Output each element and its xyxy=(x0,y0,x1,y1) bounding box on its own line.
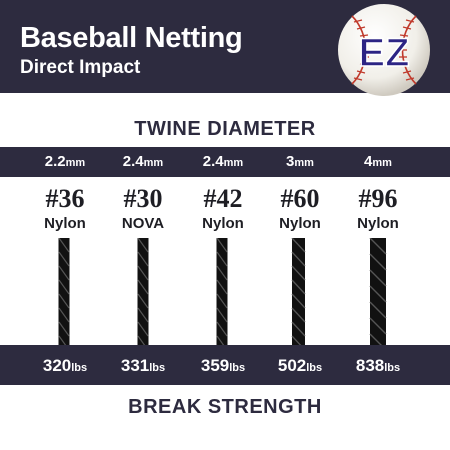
page-title: Baseball Netting xyxy=(20,22,243,54)
diameter-value: 4mm xyxy=(364,153,392,170)
twine-number: #60 xyxy=(280,184,320,213)
break-strength-value: 359lbs xyxy=(200,356,246,375)
diameter-value: 3mm xyxy=(286,153,314,170)
twine-strand xyxy=(58,238,70,345)
break-strength-value: 502lbs xyxy=(277,356,323,375)
twine-number: #96 xyxy=(358,184,398,213)
logo-text: EZ xyxy=(358,31,409,75)
diameter-value: 2.4mm xyxy=(122,153,164,170)
twine-material: Nylon xyxy=(279,215,321,232)
twine-strand xyxy=(369,238,387,345)
break-strength-label: BREAK STRENGTH xyxy=(128,396,322,418)
twine-diameter-label: TWINE DIAMETER xyxy=(134,118,316,140)
twine-material: Nylon xyxy=(44,215,86,232)
twine-material: Nylon xyxy=(202,215,244,232)
twine-number: #30 xyxy=(123,184,163,213)
twine-number: #36 xyxy=(45,184,85,213)
twine-strand xyxy=(137,238,149,345)
page-subtitle: Direct Impact xyxy=(20,57,141,78)
strength-band xyxy=(0,345,450,385)
diameter-value: 2.2mm xyxy=(44,153,86,170)
twine-strand xyxy=(216,238,228,345)
twine-material: NOVA xyxy=(121,215,165,232)
break-strength-value: 838lbs xyxy=(355,356,401,375)
diameter-value: 2.4mm xyxy=(202,153,244,170)
diameter-band xyxy=(0,147,450,177)
break-strength-value: 331lbs xyxy=(120,356,166,375)
break-strength-value: 320lbs xyxy=(42,356,88,375)
baseball-logo-icon: EZ xyxy=(338,4,430,96)
twine-material: Nylon xyxy=(357,215,399,232)
twine-number: #42 xyxy=(203,184,243,213)
twine-strand xyxy=(291,238,306,345)
